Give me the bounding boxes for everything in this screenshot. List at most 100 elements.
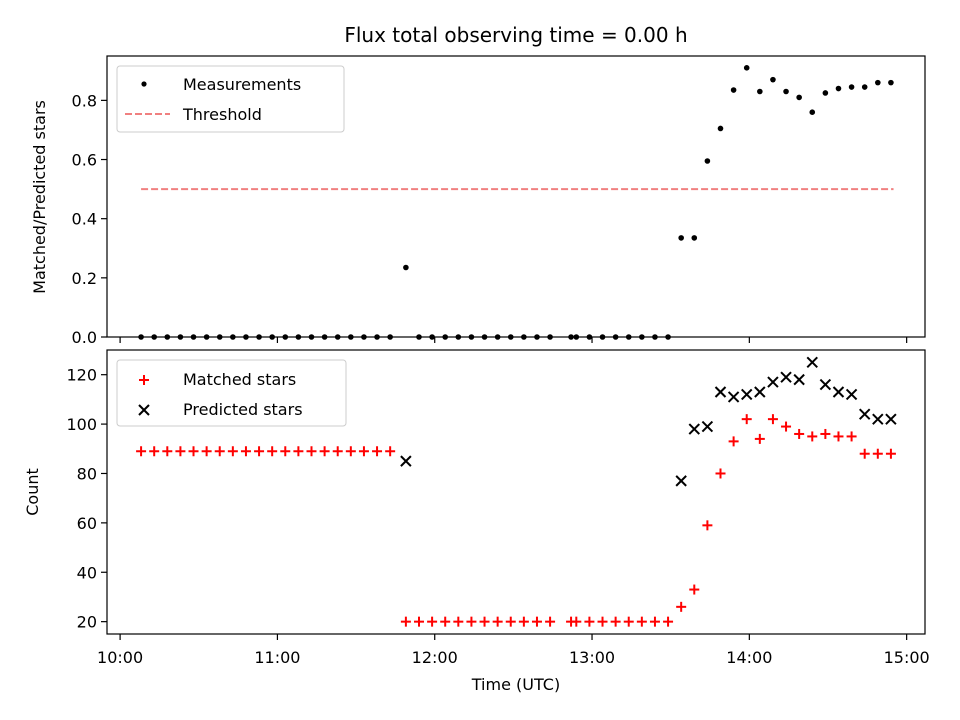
measurement-point xyxy=(809,109,816,115)
matched-star-point xyxy=(280,446,291,457)
legend-measurements-marker xyxy=(141,81,147,87)
predicted-star-point xyxy=(845,388,858,401)
top-panel: 0.00.20.40.60.8 Matched/Predicted stars … xyxy=(30,55,926,347)
predicted-star-point xyxy=(714,386,727,398)
predicted-star-point xyxy=(754,386,766,398)
measurement-point xyxy=(442,334,449,340)
matched-star-point xyxy=(466,616,477,627)
measurement-point xyxy=(203,334,210,340)
measurement-point xyxy=(361,334,367,340)
bottom-y-tick-label: 40 xyxy=(77,563,97,582)
matched-star-point xyxy=(623,616,634,627)
matched-star-point xyxy=(636,616,647,627)
matched-star-point xyxy=(833,431,844,442)
matched-star-point xyxy=(453,616,464,627)
predicted-star-point xyxy=(741,388,753,401)
measurement-point xyxy=(481,334,488,340)
bottom-x-ticks: 10:00 11:00 12:00 13:00 14:00 15:00 xyxy=(97,634,930,667)
top-y-tick-label: 0.8 xyxy=(72,91,97,110)
predicted-star-point xyxy=(688,423,700,435)
measurement-point xyxy=(308,334,315,340)
bottom-y-tick-label: 120 xyxy=(66,366,97,385)
predicted-star-point xyxy=(400,455,412,467)
x-tick-label: 12:00 xyxy=(412,648,458,667)
top-legend-box xyxy=(116,65,345,133)
measurement-point xyxy=(494,334,501,340)
measurement-point xyxy=(848,84,855,90)
matched-star-point xyxy=(663,616,674,627)
matched-star-point xyxy=(227,446,238,457)
measurement-point xyxy=(770,76,776,83)
predicted-star-point xyxy=(675,475,687,487)
measurement-point xyxy=(730,87,737,93)
measurement-point xyxy=(429,334,435,340)
matched-star-point xyxy=(715,468,726,479)
x-tick-label: 11:00 xyxy=(254,648,300,667)
matched-star-point xyxy=(689,584,700,595)
measurement-point xyxy=(743,65,750,71)
measurement-point xyxy=(334,334,341,340)
top-y-tick-label: 0.2 xyxy=(72,269,97,288)
measurement-point xyxy=(547,334,553,340)
matched-star-point xyxy=(345,446,356,457)
measurement-point xyxy=(586,334,593,340)
measurement-point xyxy=(295,334,302,340)
predicted-star-point xyxy=(819,378,832,391)
measurement-point xyxy=(678,235,684,241)
matched-star-point xyxy=(571,616,582,627)
measurement-point xyxy=(861,84,868,90)
predicted-star-point xyxy=(858,408,871,420)
matched-star-point xyxy=(741,414,752,425)
matched-star-point xyxy=(149,446,160,457)
measurement-point xyxy=(269,334,275,340)
bottom-panel: 20 40 60 80 100 120 10:00 11:00 12:00 13:00 14:00… xyxy=(23,349,930,694)
measurement-point xyxy=(321,334,328,340)
x-tick-label: 15:00 xyxy=(884,648,930,667)
matched-stars-points xyxy=(136,414,896,627)
measurement-point xyxy=(164,334,171,340)
measurement-point xyxy=(573,334,580,340)
measurement-point xyxy=(468,334,475,340)
matched-star-point xyxy=(201,446,212,457)
predicted-star-point xyxy=(780,371,792,383)
predicted-star-point xyxy=(806,356,818,369)
top-legend: Measurements Threshold xyxy=(116,65,345,133)
x-tick-label: 14:00 xyxy=(726,648,772,667)
predicted-star-point xyxy=(872,413,884,425)
matched-star-point xyxy=(610,616,621,627)
matched-star-point xyxy=(175,446,186,457)
top-y-tick-label: 0.6 xyxy=(72,151,97,170)
measurement-point xyxy=(507,334,514,340)
matched-star-point xyxy=(846,431,857,442)
top-y-tick-label: 0.0 xyxy=(72,328,97,347)
predicted-star-point xyxy=(793,373,805,386)
predicted-star-point xyxy=(727,391,740,403)
matched-star-point xyxy=(372,446,383,457)
matched-star-point xyxy=(240,446,251,457)
measurement-point xyxy=(403,264,409,271)
bottom-legend-box xyxy=(116,359,347,427)
matched-star-point xyxy=(254,446,265,457)
matched-star-point xyxy=(492,616,503,627)
measurement-point xyxy=(534,334,540,340)
matched-star-point xyxy=(597,616,608,627)
measurement-point xyxy=(151,334,157,340)
measurement-point xyxy=(256,334,262,340)
matched-star-point xyxy=(649,616,660,627)
legend-predicted-label: Predicted stars xyxy=(183,400,303,419)
matched-star-point xyxy=(807,431,818,442)
measurement-point xyxy=(665,334,671,340)
matched-star-point xyxy=(531,616,542,627)
matched-star-point xyxy=(136,446,147,457)
matched-star-point xyxy=(676,601,687,612)
predicted-stars-points xyxy=(400,356,897,487)
bottom-y-tick-label: 60 xyxy=(77,514,97,533)
measurement-point xyxy=(796,94,802,101)
matched-star-point xyxy=(188,446,199,457)
matched-star-point xyxy=(214,446,225,457)
measurement-point xyxy=(374,334,380,340)
legend-measurements-label: Measurements xyxy=(183,75,301,94)
measurement-point xyxy=(177,334,184,340)
matched-star-point xyxy=(702,520,713,531)
measurement-point xyxy=(216,334,223,340)
